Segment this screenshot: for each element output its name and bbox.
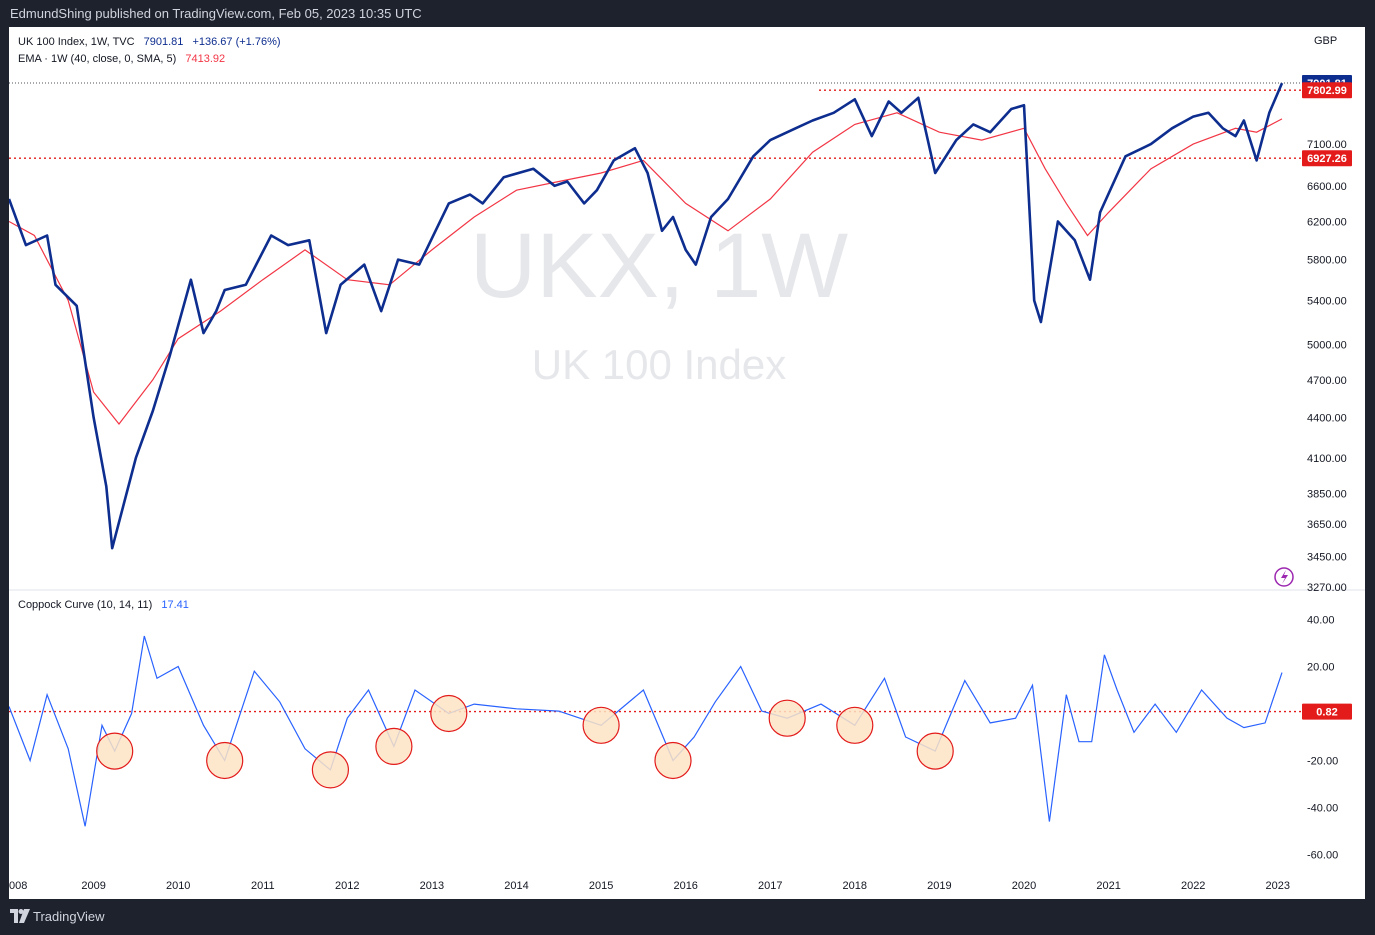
price-axis-tick: 3450.00: [1307, 551, 1347, 563]
tradingview-logo-icon[interactable]: [10, 909, 30, 923]
lightning-icon[interactable]: [1274, 567, 1294, 587]
price-axis-tick: 6600.00: [1307, 181, 1347, 193]
legend-symbol-text: UK 100 Index, 1W, TVC: [18, 36, 135, 48]
chart-svg[interactable]: UKX, 1W UK 100 Index GBP UK 100 Index, 1…: [7, 27, 1365, 899]
price-line: [7, 82, 1284, 550]
legend-ema-text: EMA · 1W (40, close, 0, SMA, 5): [18, 53, 176, 65]
time-axis-tick: 2012: [335, 880, 359, 892]
price-axis-tick: 6200.00: [1307, 217, 1347, 229]
price-axis-tick: 5800.00: [1307, 255, 1347, 267]
price-axis-tick: 7100.00: [1307, 139, 1347, 151]
price-level-label: 6927.26: [1307, 153, 1347, 165]
trough-highlight-circle: [836, 706, 874, 744]
time-axis-tick: 2018: [843, 880, 867, 892]
coppock-level-label-bg: [1302, 703, 1352, 720]
time-axis-tick: 2021: [1096, 880, 1120, 892]
time-axis-tick: 2020: [1012, 880, 1036, 892]
time-axis-tick: 2013: [420, 880, 444, 892]
trough-highlight-circle: [582, 706, 620, 744]
price-axis-tick: 5000.00: [1307, 339, 1347, 351]
time-axis-tick: 2017: [758, 880, 782, 892]
coppock-axis-tick: 20.00: [1307, 662, 1335, 674]
legend-symbol: UK 100 Index, 1W, TVC 7901.81 +136.67 (+…: [18, 36, 281, 48]
trough-highlight-circle: [430, 694, 468, 733]
watermark-symbol: UKX, 1W: [470, 215, 848, 317]
trough-highlight-circle: [654, 741, 692, 780]
price-level-label-bg: [1302, 82, 1352, 99]
legend-coppock-text: Coppock Curve (10, 14, 11): [18, 599, 152, 611]
legend-ema-value: 7413.92: [185, 53, 225, 65]
price-axis-tick: 3650.00: [1307, 519, 1347, 531]
coppock-axis-tick: 40.00: [1307, 615, 1335, 627]
price-axis-tick: 3850.00: [1307, 489, 1347, 501]
time-axis-tick: 2016: [673, 880, 697, 892]
price-axis-tick: 4700.00: [1307, 375, 1347, 387]
time-axis-tick: 2023: [1266, 880, 1290, 892]
coppock-level-label: 0.82: [1316, 707, 1337, 719]
publish-line: EdmundShing published on TradingView.com…: [10, 6, 422, 21]
ema-line: [8, 112, 1283, 425]
time-axis-tick: 2022: [1181, 880, 1205, 892]
trough-highlight-circle: [311, 751, 349, 789]
price-axis-tick: 4400.00: [1307, 412, 1347, 424]
price-axis-tick: 4100.00: [1307, 453, 1347, 465]
footer: TradingView: [0, 899, 1375, 935]
currency-label: GBP: [1314, 35, 1337, 47]
trough-highlight-circle: [375, 727, 413, 766]
watermark-name: UK 100 Index: [532, 341, 787, 388]
time-axis-tick: 2009: [81, 880, 105, 892]
legend-ema: EMA · 1W (40, close, 0, SMA, 5) 7413.92: [18, 53, 225, 65]
price-level-label: 7802.99: [1307, 85, 1347, 97]
trough-highlight-circle: [768, 699, 806, 737]
time-axis-tick: 2011: [251, 880, 275, 892]
price-axis-tick: 3270.00: [1307, 582, 1347, 594]
time-axis-tick: 2015: [589, 880, 613, 892]
publish-header: EdmundShing published on TradingView.com…: [0, 0, 1375, 27]
time-axis-tick: 2019: [927, 880, 951, 892]
time-axis-tick: 2014: [504, 880, 528, 892]
legend-last-price: 7901.81: [144, 36, 184, 48]
legend-change: +136.67 (+1.76%): [192, 36, 280, 48]
coppock-axis-tick: -20.00: [1307, 756, 1338, 768]
trough-highlight-circle: [96, 732, 134, 770]
price-level-label-bg: [1302, 150, 1352, 167]
legend-coppock-value: 17.41: [161, 599, 189, 611]
trough-highlight-circle: [916, 732, 954, 770]
coppock-axis-tick: -60.00: [1307, 850, 1338, 862]
legend-coppock: Coppock Curve (10, 14, 11) 17.41: [18, 599, 189, 611]
chart-frame[interactable]: UKX, 1W UK 100 Index GBP UK 100 Index, 1…: [7, 27, 1365, 899]
footer-brand: TradingView: [33, 909, 105, 924]
trough-highlight-circle: [206, 741, 244, 780]
time-axis-tick: 008: [9, 880, 27, 892]
time-axis-tick: 2010: [166, 880, 190, 892]
coppock-line: [8, 635, 1283, 827]
price-axis-tick: 5400.00: [1307, 296, 1347, 308]
coppock-axis-tick: -40.00: [1307, 803, 1338, 815]
